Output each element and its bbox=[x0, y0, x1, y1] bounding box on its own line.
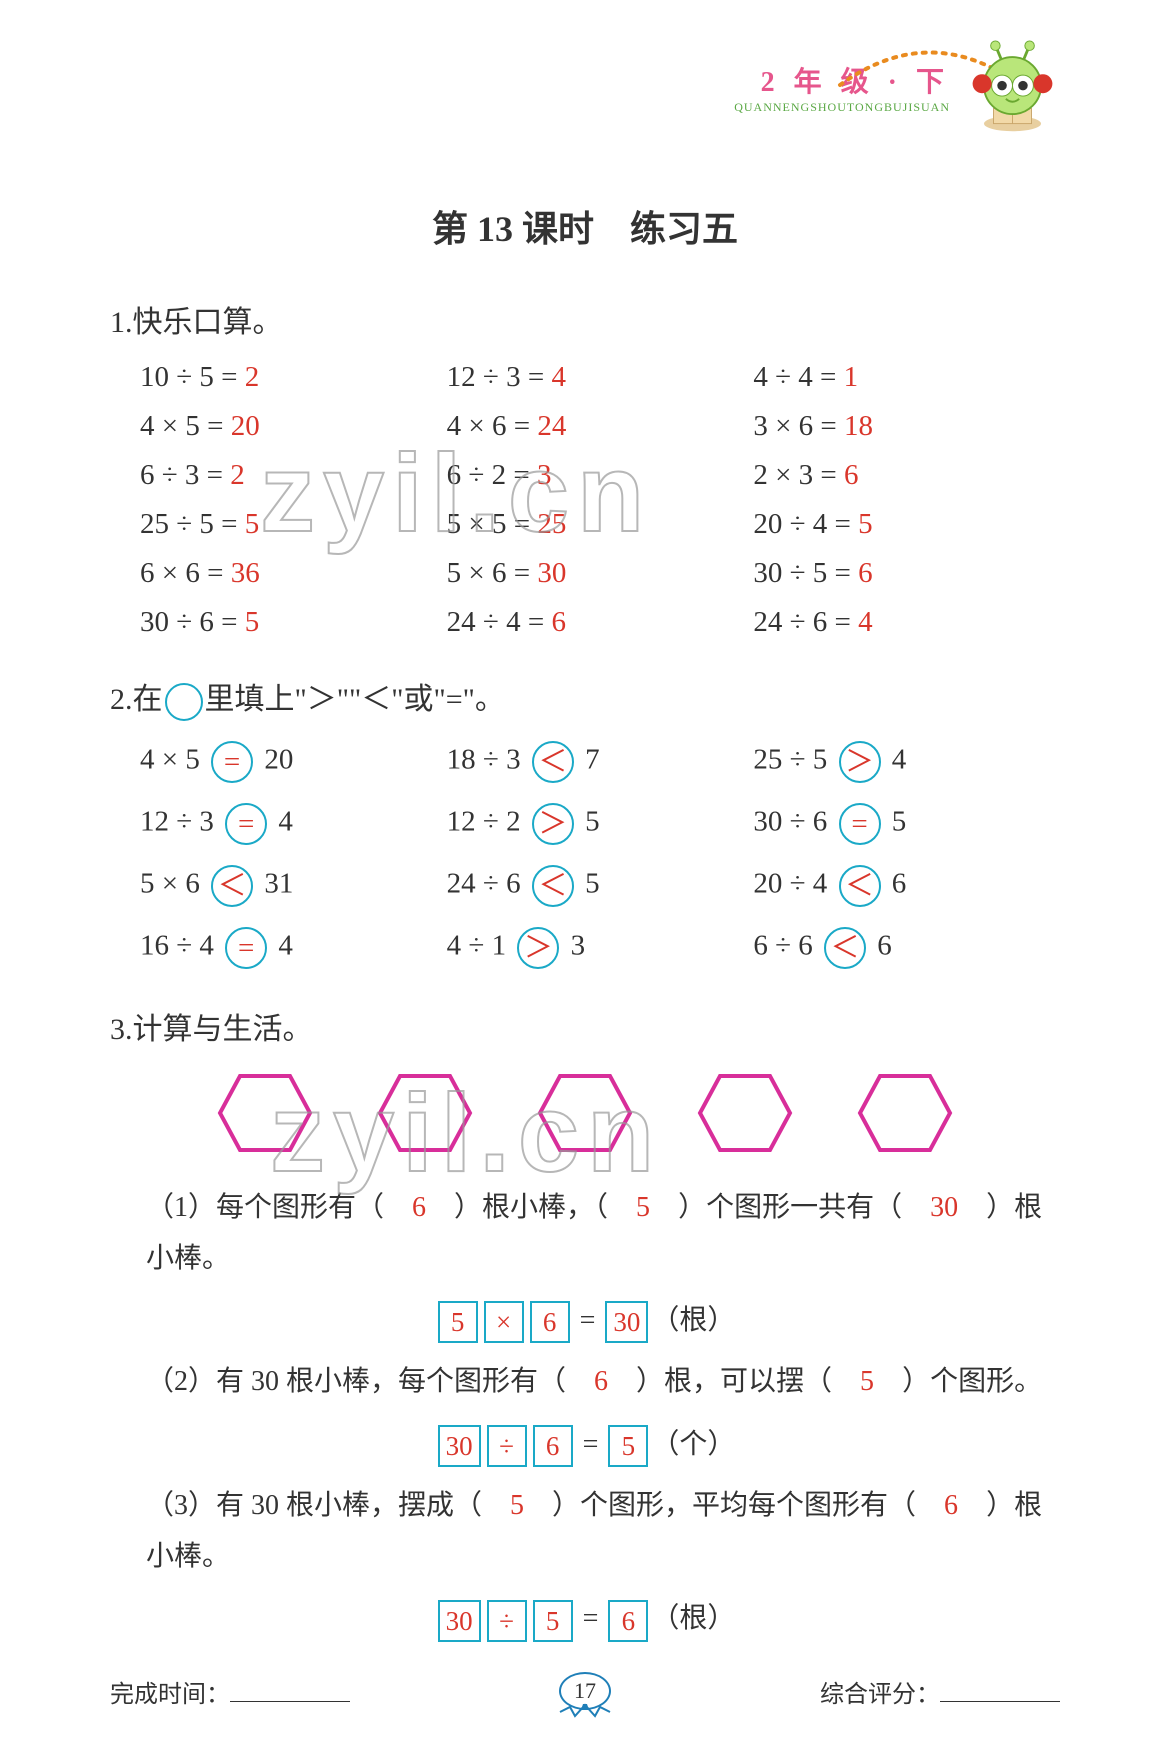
eq-box: 6 bbox=[608, 1600, 648, 1642]
q3-eq3: 30÷5 = 6（根） bbox=[110, 1596, 1060, 1642]
compare-cell: 4 × 5 = 20 bbox=[140, 741, 447, 783]
hexagon-row bbox=[110, 1068, 1060, 1163]
eq-box: 5 bbox=[438, 1301, 478, 1343]
calc-cell: 4 ÷ 4 = 1 bbox=[753, 361, 1060, 394]
calc-cell: 10 ÷ 5 = 2 bbox=[140, 361, 447, 394]
calc-cell: 30 ÷ 6 = 5 bbox=[140, 606, 447, 639]
compare-cell: 4 ÷ 1 ＞ 3 bbox=[447, 927, 754, 969]
hexagon-icon bbox=[375, 1068, 475, 1158]
section2-post: 里填上"＞""＜"或"="。 bbox=[205, 683, 505, 716]
calc-cell: 30 ÷ 5 = 6 bbox=[753, 557, 1060, 590]
compare-cell: 12 ÷ 3 = 4 bbox=[140, 803, 447, 845]
calc-cell: 2 × 3 = 6 bbox=[753, 459, 1060, 492]
grade-label: 2 年 级 · 下 bbox=[761, 60, 950, 100]
eq-box: 5 bbox=[533, 1600, 573, 1642]
hexagon-icon bbox=[215, 1068, 315, 1158]
comparison-answer: ＞ bbox=[532, 803, 574, 845]
calc-cell: 5 × 5 = 25 bbox=[447, 508, 754, 541]
compare-cell: 6 ÷ 6 ＜ 6 bbox=[753, 927, 1060, 969]
calc-cell: 6 ÷ 3 = 2 bbox=[140, 459, 447, 492]
section2-heading: 2.在 里填上"＞""＜"或"="。 bbox=[110, 674, 1060, 721]
section1-heading: 1.快乐口算。 bbox=[110, 297, 1060, 341]
eq-box: × bbox=[484, 1301, 524, 1343]
time-label: 完成时间： bbox=[110, 1673, 350, 1709]
page-number-badge: 17 bbox=[559, 1672, 611, 1710]
compare-cell: 12 ÷ 2 ＞ 5 bbox=[447, 803, 754, 845]
calc-cell: 3 × 6 = 18 bbox=[753, 410, 1060, 443]
compare-cell: 16 ÷ 4 = 4 bbox=[140, 927, 447, 969]
page-splash-icon bbox=[555, 1702, 615, 1722]
eq-box: ÷ bbox=[487, 1425, 527, 1467]
eq-box: ÷ bbox=[487, 1600, 527, 1642]
pinyin-subtitle: QUANNENGSHOUTONGBUJISUAN bbox=[110, 100, 950, 115]
eq-box: 30 bbox=[438, 1600, 481, 1642]
section2-pre: 2.在 bbox=[110, 683, 163, 716]
q3-sub3: （3）有 30 根小棒，摆成（ 5 ）个图形，平均每个图形有（ 6 ）根小棒。 bbox=[146, 1481, 1060, 1582]
calc-cell: 5 × 6 = 30 bbox=[447, 557, 754, 590]
blank-circle-icon bbox=[165, 683, 203, 721]
score-label: 综合评分： bbox=[820, 1673, 1060, 1709]
comparison-answer: ＜ bbox=[211, 865, 253, 907]
page-number: 17 bbox=[574, 1678, 596, 1704]
calc-cell: 24 ÷ 6 = 4 bbox=[753, 606, 1060, 639]
calc-cell: 25 ÷ 5 = 5 bbox=[140, 508, 447, 541]
q3-eq1: 5×6 = 30（根） bbox=[110, 1298, 1060, 1344]
calc-cell: 4 × 6 = 24 bbox=[447, 410, 754, 443]
compare-cell: 20 ÷ 4 ＜ 6 bbox=[753, 865, 1060, 907]
calc-cell: 12 ÷ 3 = 4 bbox=[447, 361, 754, 394]
compare-cell: 25 ÷ 5 ＞ 4 bbox=[753, 741, 1060, 783]
comparison-answer: ＞ bbox=[839, 741, 881, 783]
footer: 完成时间： 17 综合评分： bbox=[110, 1672, 1060, 1710]
comparison-answer: = bbox=[225, 803, 267, 845]
comparison-answer: ＜ bbox=[839, 865, 881, 907]
comparison-answer: ＜ bbox=[532, 865, 574, 907]
hexagon-icon bbox=[535, 1068, 635, 1158]
q3-sub1: （1）每个图形有（ 6 ）根小棒，（ 5 ）个图形一共有（ 30 ）根小棒。 bbox=[146, 1183, 1060, 1284]
calc-grid: 10 ÷ 5 = 212 ÷ 3 = 44 ÷ 4 = 1 4 × 5 = 204… bbox=[140, 361, 1060, 639]
section3-heading: 3.计算与生活。 bbox=[110, 1004, 1060, 1048]
q3-eq2: 30÷6 = 5（个） bbox=[110, 1422, 1060, 1468]
compare-cell: 24 ÷ 6 ＜ 5 bbox=[447, 865, 754, 907]
hexagon-icon bbox=[695, 1068, 795, 1158]
comparison-answer: ＜ bbox=[532, 741, 574, 783]
eq-box: 5 bbox=[608, 1425, 648, 1467]
compare-cell: 30 ÷ 6 = 5 bbox=[753, 803, 1060, 845]
calc-cell: 24 ÷ 4 = 6 bbox=[447, 606, 754, 639]
comparison-answer: = bbox=[839, 803, 881, 845]
comparison-answer: ＜ bbox=[824, 927, 866, 969]
calc-cell: 6 × 6 = 36 bbox=[140, 557, 447, 590]
eq-box: 6 bbox=[530, 1301, 570, 1343]
calc-cell: 6 ÷ 2 = 3 bbox=[447, 459, 754, 492]
compare-cell: 5 × 6 ＜ 31 bbox=[140, 865, 447, 907]
q3-sub2: （2）有 30 根小棒，每个图形有（ 6 ）根，可以摆（ 5 ）个图形。 bbox=[146, 1357, 1060, 1407]
comparison-answer: = bbox=[211, 741, 253, 783]
comparison-answer: = bbox=[225, 927, 267, 969]
header: 2 年 级 · 下 QUANNENGSHOUTONGBUJISUAN bbox=[110, 60, 1060, 150]
calc-cell: 20 ÷ 4 = 5 bbox=[753, 508, 1060, 541]
hexagon-icon bbox=[855, 1068, 955, 1158]
eq-box: 30 bbox=[438, 1425, 481, 1467]
calc-cell: 4 × 5 = 20 bbox=[140, 410, 447, 443]
eq-box: 6 bbox=[533, 1425, 573, 1467]
compare-cell: 18 ÷ 3 ＜ 7 bbox=[447, 741, 754, 783]
eq-box: 30 bbox=[605, 1301, 648, 1343]
comparison-answer: ＞ bbox=[517, 927, 559, 969]
compare-grid: 4 × 5 = 2018 ÷ 3 ＜ 725 ÷ 5 ＞ 4 12 ÷ 3 = 4… bbox=[140, 741, 1060, 969]
mascot-icon bbox=[965, 40, 1060, 135]
page-root: 2 年 级 · 下 QUANNENGSHOUTONGBUJISUAN 第 13 … bbox=[0, 0, 1160, 1750]
page-title: 第 13 课时 练习五 bbox=[110, 200, 1060, 252]
